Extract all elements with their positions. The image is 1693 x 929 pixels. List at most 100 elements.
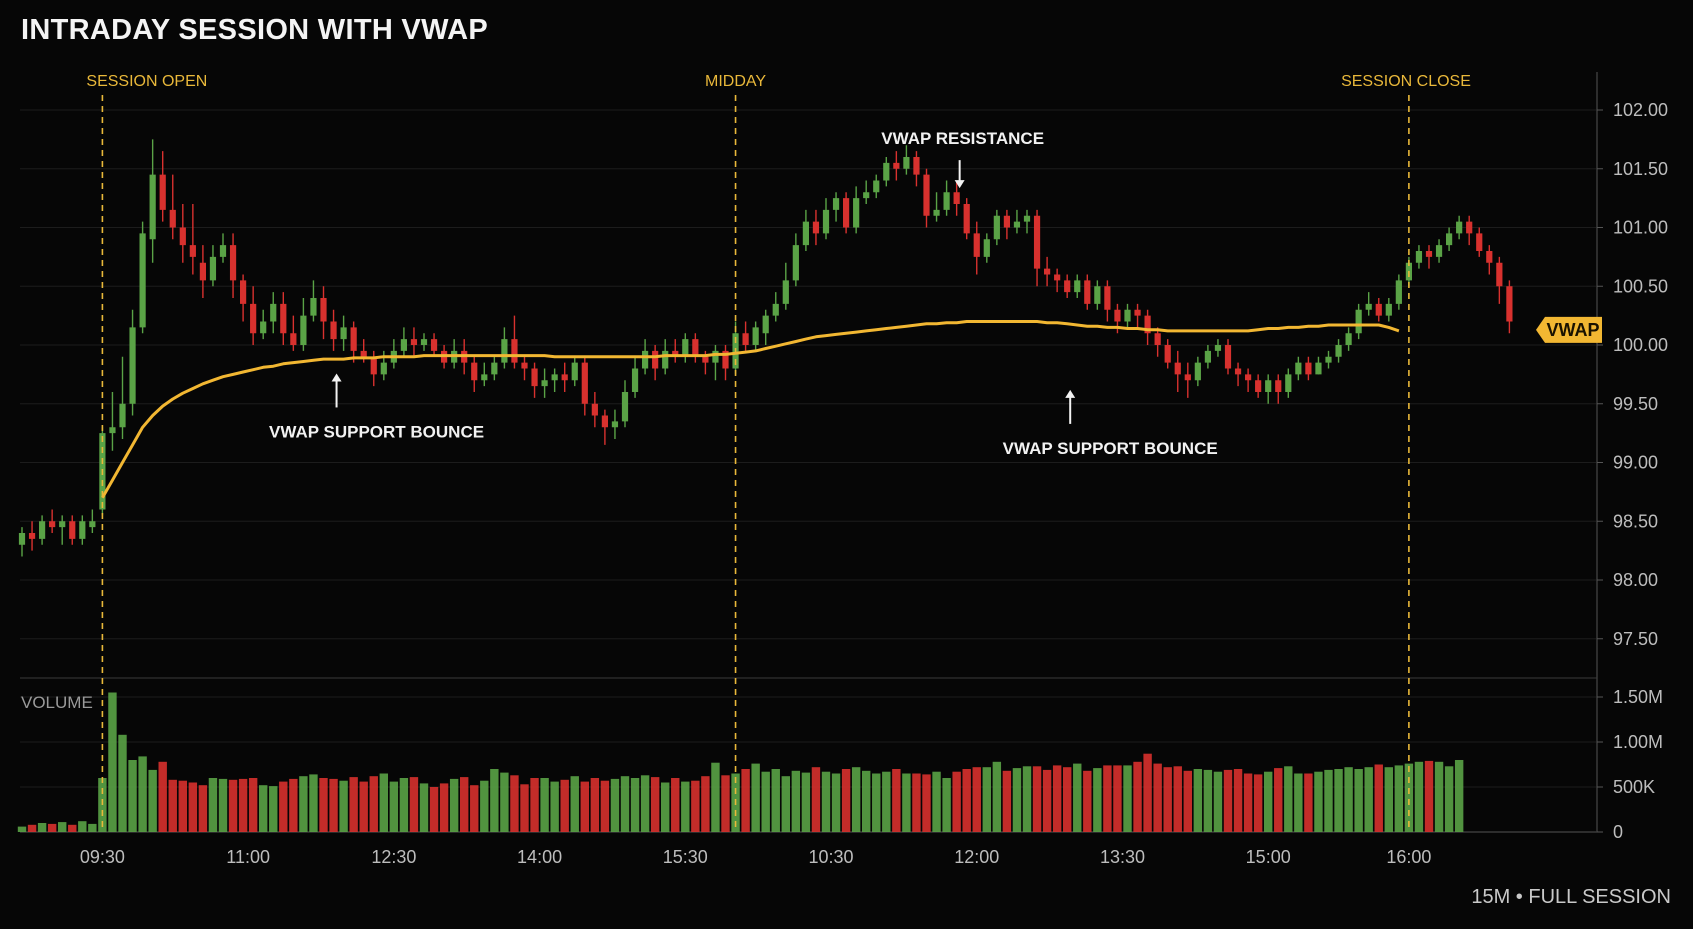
volume-bar — [389, 781, 399, 832]
volume-bar — [1344, 767, 1353, 832]
candle-body — [561, 374, 568, 381]
volume-bar — [339, 780, 348, 832]
volume-bar — [118, 734, 127, 832]
candle-body — [712, 350, 719, 363]
candle-body — [310, 298, 317, 316]
candle-body — [159, 174, 166, 210]
candle-body — [1466, 221, 1473, 234]
volume-bar — [610, 778, 620, 832]
volume-bar — [37, 823, 47, 832]
time-tick-label: 13:30 — [1100, 847, 1145, 867]
candle-body — [59, 521, 66, 528]
candle-body — [1164, 345, 1171, 363]
candle-body — [1094, 286, 1101, 304]
volume-bar — [1374, 764, 1383, 832]
candle-body — [1033, 215, 1041, 269]
candle-body — [631, 368, 639, 392]
volume-bar — [972, 767, 981, 832]
candle-body — [591, 403, 598, 416]
volume-tick-label: 500K — [1613, 777, 1655, 797]
volume-bar — [791, 770, 801, 832]
volume-bar — [912, 773, 921, 832]
volume-bar — [108, 692, 117, 832]
candle-body — [1476, 233, 1483, 251]
volume-bar — [982, 767, 991, 832]
volume-bar — [831, 773, 841, 832]
volume-bar — [1304, 773, 1313, 832]
candle-body — [933, 209, 940, 216]
candle-body — [1204, 350, 1211, 363]
candle-body — [993, 215, 1000, 240]
volume-bar — [128, 760, 137, 832]
candle-body — [873, 180, 880, 193]
volume-bar — [429, 787, 439, 832]
candle-body — [1506, 286, 1513, 322]
volume-bar — [248, 778, 258, 832]
volume-bar — [1334, 769, 1343, 832]
volume-bar — [1233, 769, 1243, 832]
candle-body — [863, 192, 870, 199]
candle-body — [1023, 215, 1031, 222]
volume-bar — [198, 785, 208, 832]
volume-bar — [590, 778, 600, 832]
volume-bar — [1404, 763, 1414, 832]
volume-bar — [1183, 770, 1192, 832]
candle-body — [410, 339, 418, 345]
candle-body — [330, 321, 337, 340]
volume-bar — [721, 775, 730, 832]
time-tick-label: 15:00 — [1246, 847, 1291, 867]
volume-bar — [1123, 765, 1132, 832]
candle-body — [1124, 309, 1131, 322]
volume-bar — [1384, 767, 1393, 832]
session-marker-label: MIDDAY — [705, 73, 766, 90]
volume-bar — [872, 773, 881, 832]
volume-bar — [1284, 766, 1293, 832]
volume-bar — [329, 778, 338, 832]
candle-body — [360, 350, 367, 357]
volume-bar — [359, 781, 368, 832]
candle-body — [1104, 286, 1111, 310]
volume-bar — [1414, 761, 1424, 832]
candle-body — [682, 339, 689, 357]
candle-body — [209, 256, 217, 281]
candle-body — [169, 209, 176, 228]
candle-body — [400, 339, 407, 351]
candle-body — [953, 192, 960, 204]
candle-body — [1144, 315, 1151, 334]
candle-body — [883, 162, 890, 181]
candle-body — [501, 339, 508, 363]
candle-body — [69, 521, 76, 539]
volume-bar — [530, 778, 539, 832]
candle-body — [943, 192, 950, 210]
candle-body — [79, 521, 86, 539]
candle-body — [49, 521, 56, 528]
candle-body — [370, 356, 377, 375]
candle-body — [491, 362, 498, 375]
tick-labels: 102.00 101.50 101.00 100.50 100.00 99.50 99.00… — [80, 100, 1668, 867]
volume-bar — [781, 776, 790, 832]
candle-body — [300, 315, 307, 345]
annotation-label: VWAP SUPPORT BOUNCE — [269, 422, 484, 441]
candle-body — [983, 239, 990, 257]
candle-body — [430, 339, 438, 351]
volume-bar — [1274, 768, 1283, 832]
volume-bar — [409, 777, 419, 832]
price-tick-label: 99.50 — [1613, 394, 1658, 414]
volume-bar — [1143, 753, 1152, 832]
candle-body — [913, 157, 920, 175]
candle-body — [229, 245, 237, 281]
volume-bar — [27, 824, 37, 832]
grid-lines — [20, 109, 1597, 788]
volume-bar — [269, 786, 278, 832]
candle-body — [380, 362, 387, 375]
chart-footer: 15M • FULL SESSION — [1471, 886, 1671, 908]
price-tick-label: 99.00 — [1613, 453, 1658, 473]
candle-body — [551, 374, 558, 381]
volume-panel-label: VOLUME — [21, 693, 93, 712]
volume-bar — [1052, 765, 1062, 832]
volume-bar — [47, 823, 57, 832]
time-tick-label: 09:30 — [80, 847, 125, 867]
volume-bar — [1073, 763, 1082, 832]
candle-body — [792, 245, 799, 281]
